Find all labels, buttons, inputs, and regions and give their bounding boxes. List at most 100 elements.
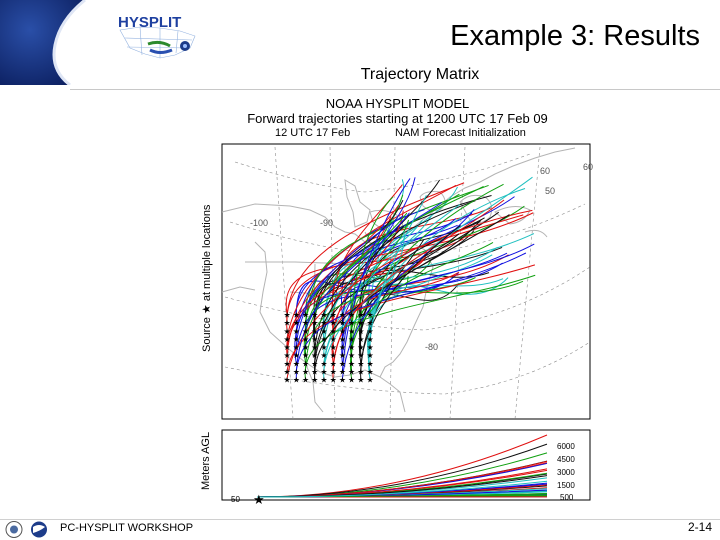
- trajectory-line: [323, 176, 533, 380]
- source-star-icon: ★: [320, 311, 327, 320]
- footer-bar: [0, 519, 720, 520]
- svg-text:4500: 4500: [557, 455, 575, 464]
- source-star-icon: ★: [293, 319, 300, 328]
- figure-subtitle: Forward trajectories starting at 1200 UT…: [247, 111, 548, 126]
- source-star-icon: ★: [302, 359, 309, 368]
- source-star-icon: ★: [302, 335, 309, 344]
- source-star-icon: ★: [293, 311, 300, 320]
- source-star-icon: ★: [348, 327, 355, 336]
- source-star-icon: ★: [320, 367, 327, 376]
- trajectory-line: [303, 212, 408, 363]
- height-profile-line: [256, 480, 548, 498]
- svg-text:-100: -100: [250, 218, 268, 228]
- source-star-icon: ★: [284, 359, 291, 368]
- trajectory-line: [350, 196, 394, 371]
- source-star-icon: ★: [284, 376, 291, 385]
- source-star-icon: ★: [357, 335, 364, 344]
- trajectory-line: [304, 261, 431, 323]
- source-star-icon: ★: [367, 351, 374, 360]
- source-star-icon: ★: [357, 327, 364, 336]
- source-star-icon: ★: [348, 367, 355, 376]
- source-star-icon: ★: [311, 335, 318, 344]
- source-star-icon: ★: [357, 359, 364, 368]
- source-star-icon: ★: [330, 376, 337, 385]
- source-star-icon: ★: [357, 319, 364, 328]
- svg-text:500: 500: [560, 493, 574, 502]
- trajectory-line: [295, 212, 410, 380]
- trajectory-line: [349, 242, 494, 380]
- source-star-icon: ★: [320, 343, 327, 352]
- source-star-icon: ★: [348, 376, 355, 385]
- trajectory-line: [286, 182, 465, 331]
- source-star-icon: ★: [367, 335, 374, 344]
- source-star-icon: ★: [293, 351, 300, 360]
- source-star-icon: ★: [284, 311, 291, 320]
- svg-text:1500: 1500: [557, 481, 575, 490]
- slide-subtitle: Trajectory Matrix: [360, 66, 480, 83]
- source-star-icon: ★: [357, 367, 364, 376]
- figure-init-model: NAM Forecast Initialization: [395, 127, 526, 139]
- source-star-icon: ★: [367, 376, 374, 385]
- svg-text:-90: -90: [320, 218, 333, 228]
- source-star-icon: ★: [357, 351, 364, 360]
- source-star-icon: ★: [320, 351, 327, 360]
- trajectory-line: [332, 199, 505, 380]
- source-star-icon: ★: [339, 376, 346, 385]
- source-star-icon: ★: [293, 359, 300, 368]
- source-star-icon: ★: [311, 367, 318, 376]
- source-star-icon: ★: [367, 343, 374, 352]
- figure-init-time: 12 UTC 17 Feb: [275, 127, 351, 139]
- source-star-icon: ★: [339, 335, 346, 344]
- source-locations: ★ ★ ★ ★ ★ ★ ★ ★ ★ ★★ ★ ★ ★ ★ ★ ★ ★ ★ ★★ ★ ★ ★ ★ ★ ★ ★ ★ ★★ ★ ★ ★ ★ ★ ★ ★ ★ ★…: [284, 311, 374, 385]
- source-star-icon: ★: [348, 319, 355, 328]
- trajectory-line: [314, 233, 460, 363]
- height-profile-lines: [256, 434, 548, 498]
- height-tick-labels: 6000 4500 3000 1500 500 50: [231, 442, 575, 504]
- map-y-axis-label: Source ★ at multiple locations: [201, 204, 213, 352]
- source-star-icon: ★: [348, 343, 355, 352]
- source-star-icon: ★: [284, 319, 291, 328]
- source-star-icon: ★: [320, 327, 327, 336]
- source-star-icon: ★: [311, 319, 318, 328]
- source-star-icon: ★: [330, 335, 337, 344]
- trajectory-line: [314, 225, 405, 371]
- page-number: 2-14: [687, 520, 712, 534]
- footer-agency-logos: [5, 521, 47, 538]
- source-star-icon: ★: [330, 311, 337, 320]
- source-star-icon: ★: [302, 367, 309, 376]
- svg-text:-80: -80: [425, 342, 438, 352]
- trajectory-line: [341, 178, 411, 371]
- source-star-icon: ★: [339, 327, 346, 336]
- source-star-icon: ★: [311, 311, 318, 320]
- svg-text:60: 60: [540, 166, 550, 176]
- source-star-icon: ★: [293, 376, 300, 385]
- source-star-icon: ★: [339, 311, 346, 320]
- trajectory-line: [286, 209, 533, 380]
- trajectory-line: [304, 217, 399, 339]
- source-star-icon: ★: [302, 319, 309, 328]
- source-star-icon: ★: [284, 351, 291, 360]
- source-star-icon: ★: [284, 367, 291, 376]
- source-star-icon: ★: [367, 311, 374, 320]
- source-star-icon: ★: [284, 335, 291, 344]
- source-star-icon: ★: [311, 327, 318, 336]
- trajectory-line: [295, 262, 503, 339]
- trajectory-line: [295, 202, 443, 347]
- title-divider: [70, 89, 720, 90]
- svg-text:60: 60: [583, 162, 593, 172]
- trajectory-line: [368, 195, 427, 380]
- source-star-icon: ★: [367, 319, 374, 328]
- source-star-icon: ★: [302, 327, 309, 336]
- trajectory-line: [341, 252, 508, 363]
- source-star-icon: ★: [348, 311, 355, 320]
- source-star-icon: ★: [357, 376, 364, 385]
- source-star-icon: ★: [330, 351, 337, 360]
- source-star-icon: ★: [293, 343, 300, 352]
- source-star-icon: ★: [339, 319, 346, 328]
- trajectory-line: [294, 215, 404, 363]
- source-star-icon: ★: [330, 319, 337, 328]
- trajectory-figure: NOAA HYSPLIT MODEL Forward trajectories …: [195, 92, 600, 520]
- source-star-icon: ★: [348, 335, 355, 344]
- figure-title: NOAA HYSPLIT MODEL: [325, 96, 470, 111]
- lat-lon-grid: [224, 146, 591, 420]
